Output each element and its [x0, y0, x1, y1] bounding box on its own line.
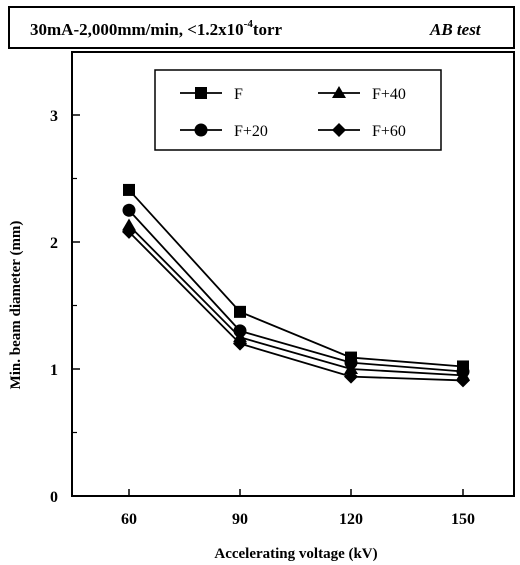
legend-marker [195, 87, 207, 99]
legend-label: F+20 [234, 123, 268, 140]
data-point [123, 183, 135, 196]
legend-item: F+20 [180, 123, 268, 140]
chart-title-suffix: torr [253, 20, 283, 39]
legend-item: F+40 [318, 86, 406, 103]
series-line [128, 189, 464, 368]
chart-title: 30mA-2,000mm/min, <1.2x10-4torr [30, 18, 283, 39]
x-tick-label: 60 [121, 511, 137, 528]
legend-marker [332, 86, 346, 98]
plot-frame [71, 51, 515, 497]
y-tick-label: 2 [50, 235, 58, 252]
legend-item: F [180, 86, 243, 103]
series-line [128, 231, 464, 382]
data-point [234, 305, 246, 318]
axes: 60 90 120 150 0 1 2 3 [50, 108, 475, 528]
y-tick-label: 3 [50, 108, 58, 125]
legend: F F+20 F+40 F+60 [180, 86, 406, 140]
series-line [128, 224, 464, 377]
data-point [122, 203, 136, 217]
data-point [456, 373, 470, 388]
chart-title-main: 30mA-2,000mm/min, <1.2x10 [30, 20, 244, 39]
legend-marker [194, 123, 208, 137]
legend-box [154, 69, 442, 151]
series-line [128, 209, 464, 373]
y-tick-label: 1 [50, 362, 58, 379]
x-tick-label: 90 [232, 511, 248, 528]
data-point [122, 218, 136, 231]
data-point [344, 369, 358, 384]
series-fplus40 [122, 218, 470, 381]
x-axis-label: Accelerating voltage (kV) [214, 546, 377, 562]
x-tick-label: 150 [451, 511, 475, 528]
data-point [233, 336, 247, 351]
legend-marker [332, 123, 346, 137]
data-point [344, 362, 358, 374]
series-fplus20 [122, 203, 470, 379]
y-axis-label: Min. beam diameter (mm) [8, 221, 24, 390]
data-point [122, 224, 136, 239]
legend-item: F+60 [318, 123, 406, 140]
x-tick-label: 120 [339, 511, 363, 528]
series-fplus60 [122, 224, 470, 388]
legend-label: F [234, 86, 243, 103]
chart-title-exponent: -4 [244, 18, 254, 30]
title-box [8, 6, 515, 49]
legend-label: F+40 [372, 86, 406, 103]
y-tick-label: 0 [50, 489, 58, 506]
series-layer [122, 183, 470, 388]
legend-label: F+60 [372, 123, 406, 140]
chart-title-tag: AB test [429, 20, 482, 39]
